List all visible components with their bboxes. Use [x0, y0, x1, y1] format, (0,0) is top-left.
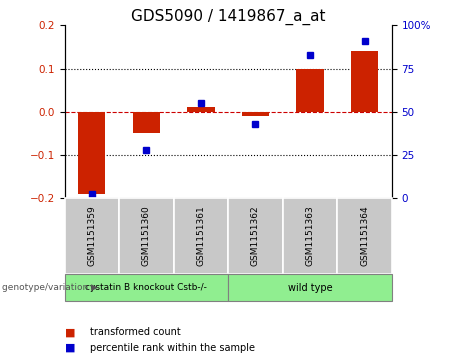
Text: GSM1151363: GSM1151363: [306, 205, 314, 266]
Text: cystatin B knockout Cstb-/-: cystatin B knockout Cstb-/-: [85, 283, 207, 292]
Bar: [133, 112, 160, 133]
Text: percentile rank within the sample: percentile rank within the sample: [90, 343, 255, 353]
Text: GSM1151364: GSM1151364: [360, 205, 369, 266]
Text: genotype/variation ▶: genotype/variation ▶: [2, 283, 98, 292]
Title: GDS5090 / 1419867_a_at: GDS5090 / 1419867_a_at: [131, 9, 325, 25]
Bar: [351, 51, 378, 112]
Text: GSM1151361: GSM1151361: [196, 205, 206, 266]
Bar: [242, 112, 269, 116]
Bar: [187, 107, 214, 112]
Bar: [296, 69, 324, 112]
Text: GSM1151359: GSM1151359: [87, 205, 96, 266]
Text: ■: ■: [65, 343, 75, 353]
Bar: [78, 112, 106, 193]
Text: wild type: wild type: [288, 283, 332, 293]
Text: ■: ■: [65, 327, 75, 337]
Text: transformed count: transformed count: [90, 327, 181, 337]
Text: GSM1151360: GSM1151360: [142, 205, 151, 266]
Text: GSM1151362: GSM1151362: [251, 205, 260, 266]
